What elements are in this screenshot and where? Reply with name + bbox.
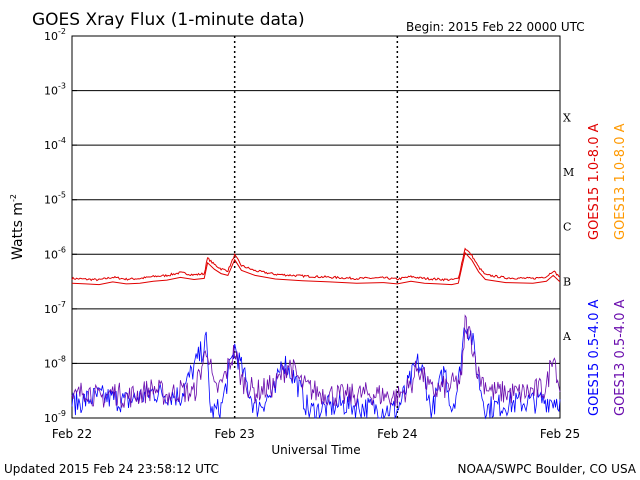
y-tick-base-6: 10: [44, 85, 58, 98]
flare-class-X: X: [563, 112, 571, 125]
y-tick-label-7: 10-2: [44, 27, 66, 43]
chart-title: GOES Xray Flux (1-minute data): [32, 10, 305, 30]
y-tick-label-4: 10-5: [44, 191, 66, 207]
y-axis-label-sup: -2: [9, 194, 18, 202]
x-tick-label-3: Feb 25: [540, 427, 580, 441]
flare-class-labels: X M C B A: [562, 112, 574, 343]
series-2: [71, 327, 561, 420]
y-tick-base-7: 10: [44, 30, 58, 43]
x-axis-label: Universal Time: [271, 443, 360, 457]
y-axis-label: Watts m-2: [9, 194, 26, 260]
y-tick-label-3: 10-6: [44, 245, 66, 261]
updated-time: Updated 2015 Feb 24 23:58:12 UTC: [4, 462, 219, 476]
y-tick-exp-0: -9: [58, 409, 66, 418]
x-axis-ticks: Feb 22 Feb 23 Feb 24 Feb 25: [52, 427, 580, 441]
y-tick-exp-1: -8: [58, 354, 66, 363]
y-tick-base-2: 10: [44, 303, 58, 316]
y-tick-label-0: 10-9: [44, 409, 66, 425]
y-tick-label-6: 10-3: [44, 82, 66, 98]
plot-frame: [71, 35, 561, 419]
series-layer: [71, 247, 561, 420]
flare-class-C: C: [563, 221, 571, 234]
y-tick-exp-5: -4: [58, 136, 66, 145]
y-tick-base-0: 10: [44, 412, 58, 425]
flare-class-A: A: [562, 330, 572, 343]
x-tick-label-0: Feb 22: [52, 427, 92, 441]
y-axis-label-text: Watts m: [10, 202, 26, 260]
legend-goes15-short: GOES15 0.5-4.0 A: [587, 299, 602, 416]
y-tick-base-4: 10: [44, 194, 58, 207]
x-tick-label-1: Feb 23: [214, 427, 254, 441]
y-tick-label-1: 10-8: [44, 354, 66, 370]
series-0-secondary-trace: [71, 251, 561, 286]
y-tick-exp-7: -2: [58, 27, 66, 36]
y-tick-exp-6: -3: [58, 82, 66, 91]
y-tick-exp-3: -6: [58, 245, 66, 254]
y-tick-exp-4: -5: [58, 191, 66, 200]
y-tick-exp-2: -7: [58, 300, 66, 309]
series-3: [71, 314, 561, 408]
y-tick-base-5: 10: [44, 139, 58, 152]
legend-goes15-long: GOES15 1.0-8.0 A: [587, 123, 602, 240]
grid: [72, 35, 560, 419]
x-tick-label-2: Feb 24: [377, 427, 417, 441]
legend-goes13-long: GOES13 1.0-8.0 A: [613, 123, 628, 240]
legend-goes13-short: GOES13 0.5-4.0 A: [613, 299, 628, 416]
y-axis-ticks: 10-910-810-710-610-510-410-310-2: [44, 27, 77, 425]
y-tick-base-1: 10: [44, 357, 58, 370]
y-tick-label-2: 10-7: [44, 300, 66, 316]
credit: NOAA/SWPC Boulder, CO USA: [458, 462, 637, 476]
y-tick-base-3: 10: [44, 248, 58, 261]
series-0: [71, 247, 561, 282]
y-tick-label-5: 10-4: [44, 136, 66, 152]
flare-class-B: B: [563, 275, 571, 288]
begin-time: Begin: 2015 Feb 22 0000 UTC: [406, 20, 585, 34]
svg-text:Watts m-2: Watts m-2: [9, 194, 26, 260]
flare-class-M: M: [563, 166, 574, 179]
